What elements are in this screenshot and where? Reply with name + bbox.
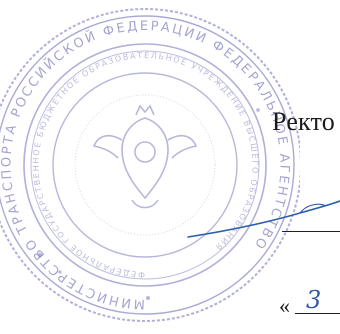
official-seal: МИНИСТЕРСТВО ТРАНСПОРТА РОССИЙСКОЙ ФЕДЕР… xyxy=(0,8,300,322)
svg-text:МИНИСТЕРСТВО ТРАНСПОРТА РОССИЙ: МИНИСТЕРСТВО ТРАНСПОРТА РОССИЙСКОЙ ФЕДЕР… xyxy=(0,19,292,311)
svg-text:ФЕДЕРАЛЬНОЕ ГОСУДАРСТВЕННОЕ БЮ: ФЕДЕРАЛЬНОЕ ГОСУДАРСТВЕННОЕ БЮДЖЕТНОЕ ОБ… xyxy=(31,51,259,279)
date-open-quote: « xyxy=(279,293,290,318)
signature-line xyxy=(282,231,340,232)
date-underline xyxy=(295,313,340,314)
date-day-handwritten: 3 xyxy=(306,286,322,314)
seal-inner-text: ФЕДЕРАЛЬНОЕ ГОСУДАРСТВЕННОЕ БЮДЖЕТНОЕ ОБ… xyxy=(31,51,258,279)
rector-title: Ректо xyxy=(272,107,335,136)
coat-of-arms-icon xyxy=(92,104,198,209)
seal-ornament xyxy=(37,108,260,300)
seal-outer-text: МИНИСТЕРСТВО ТРАНСПОРТА РОССИЙСКОЙ ФЕДЕР… xyxy=(0,19,289,311)
